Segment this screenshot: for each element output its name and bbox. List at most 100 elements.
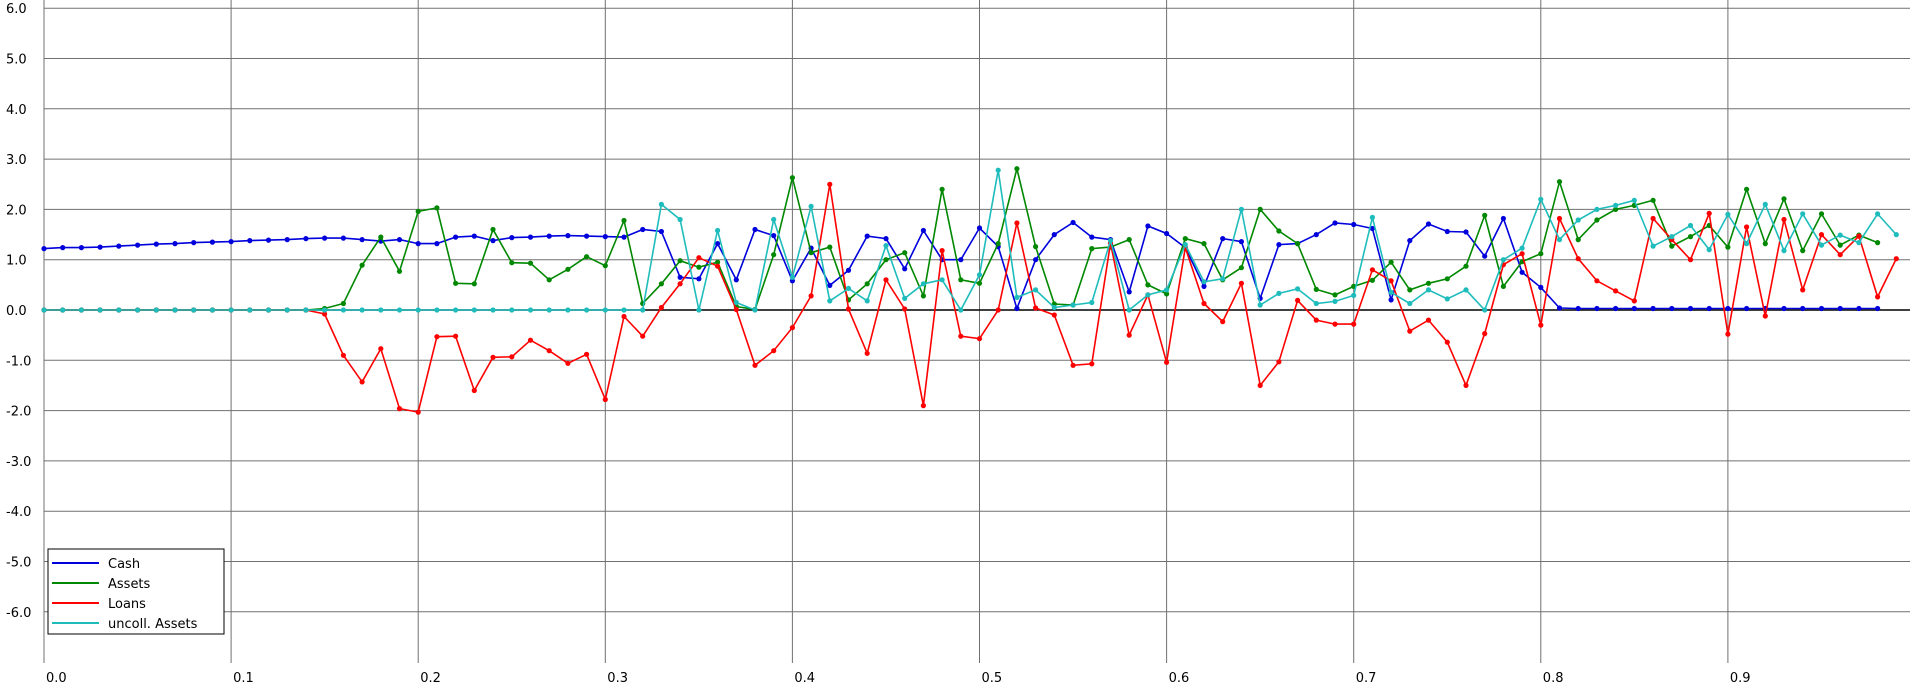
data-point-loans bbox=[1238, 280, 1244, 286]
data-point-cash bbox=[752, 226, 758, 233]
legend-label: Cash bbox=[108, 557, 140, 572]
data-point-loans bbox=[1014, 220, 1020, 226]
x-tick-label: 0.8 bbox=[1543, 671, 1564, 686]
data-point-uncoll-assets bbox=[1332, 298, 1338, 304]
data-point-loans bbox=[1126, 332, 1132, 338]
data-point-uncoll-assets bbox=[1033, 287, 1039, 293]
x-tick-label: 0.9 bbox=[1730, 671, 1751, 686]
data-point-assets bbox=[1837, 242, 1843, 248]
data-point-cash bbox=[172, 241, 178, 247]
data-point-uncoll-assets bbox=[1070, 302, 1076, 308]
data-point-cash bbox=[1631, 305, 1637, 312]
data-point-cash bbox=[284, 237, 290, 243]
data-point-loans bbox=[396, 406, 403, 412]
data-point-loans bbox=[453, 333, 459, 339]
grid bbox=[43, 0, 1910, 663]
x-tick-label: 0.7 bbox=[1356, 671, 1377, 686]
data-point-assets bbox=[1725, 244, 1731, 250]
plot-area bbox=[44, 0, 1910, 663]
data-point-uncoll-assets bbox=[1706, 247, 1712, 253]
data-point-loans bbox=[902, 306, 908, 312]
data-point-cash bbox=[1220, 236, 1226, 242]
data-point-uncoll-assets bbox=[209, 307, 215, 313]
data-point-assets bbox=[958, 277, 964, 283]
data-point-uncoll-assets bbox=[228, 307, 234, 313]
data-point-assets bbox=[902, 250, 908, 256]
data-point-loans bbox=[509, 354, 515, 360]
data-point-uncoll-assets bbox=[490, 307, 496, 313]
data-point-loans bbox=[1463, 382, 1469, 388]
data-point-assets bbox=[696, 264, 702, 270]
data-point-assets bbox=[1538, 251, 1544, 257]
data-point-loans bbox=[1369, 267, 1375, 273]
data-point-uncoll-assets bbox=[1631, 197, 1637, 203]
data-point-cash bbox=[1369, 225, 1375, 232]
data-point-assets bbox=[434, 205, 440, 211]
data-point-assets bbox=[1669, 243, 1675, 249]
y-tick-label: -6.0 bbox=[6, 606, 31, 621]
data-point-assets bbox=[1201, 241, 1207, 247]
y-axis: 6.0 5.0 4.0 3.0 2.0 1.0 0.0 -1.0 -2.0 -3.0 -4.0 -5.… bbox=[6, 2, 31, 621]
data-point-uncoll-assets bbox=[247, 307, 253, 313]
data-point-loans bbox=[845, 306, 852, 312]
data-point-uncoll-assets bbox=[1837, 232, 1843, 238]
data-point-cash bbox=[976, 225, 983, 231]
data-point-assets bbox=[1613, 206, 1619, 212]
data-point-cash bbox=[1856, 305, 1862, 312]
data-point-assets bbox=[1762, 241, 1768, 247]
data-point-cash bbox=[265, 237, 272, 243]
data-point-uncoll-assets bbox=[658, 201, 665, 207]
y-tick-label: 6.0 bbox=[6, 2, 27, 17]
data-point-assets bbox=[1594, 217, 1600, 223]
data-point-uncoll-assets bbox=[415, 307, 421, 313]
data-point-loans bbox=[1051, 312, 1057, 318]
data-point-uncoll-assets bbox=[1818, 242, 1825, 248]
data-point-cash bbox=[1164, 230, 1170, 237]
data-point-uncoll-assets bbox=[1089, 299, 1095, 306]
data-point-assets bbox=[1744, 186, 1750, 192]
data-point-uncoll-assets bbox=[976, 272, 983, 278]
data-point-uncoll-assets bbox=[1145, 292, 1151, 298]
data-point-cash bbox=[1687, 305, 1694, 312]
data-point-assets bbox=[1257, 206, 1263, 212]
data-point-uncoll-assets bbox=[1388, 289, 1394, 295]
data-point-loans bbox=[359, 379, 365, 385]
data-point-cash bbox=[1482, 253, 1488, 259]
data-point-assets bbox=[1145, 282, 1151, 288]
data-point-cash bbox=[1051, 232, 1057, 238]
data-point-cash bbox=[191, 240, 197, 246]
series-line-uncoll-assets bbox=[44, 170, 1897, 312]
data-point-loans bbox=[1631, 298, 1637, 304]
data-point-loans bbox=[1089, 361, 1095, 367]
data-point-loans bbox=[527, 337, 534, 343]
data-point-uncoll-assets bbox=[527, 307, 534, 313]
data-point-assets bbox=[1033, 244, 1039, 250]
data-point-uncoll-assets bbox=[471, 307, 477, 313]
data-point-uncoll-assets bbox=[1425, 287, 1432, 293]
data-point-loans bbox=[415, 409, 421, 415]
data-point-loans bbox=[1875, 294, 1881, 300]
data-point-uncoll-assets bbox=[1519, 245, 1525, 251]
data-point-loans bbox=[1893, 256, 1899, 262]
y-tick-label: 2.0 bbox=[6, 203, 27, 218]
data-point-cash bbox=[920, 227, 927, 234]
data-point-loans bbox=[1332, 321, 1338, 327]
data-point-loans bbox=[565, 360, 571, 366]
y-tick-label: 4.0 bbox=[6, 103, 27, 118]
data-point-uncoll-assets bbox=[845, 285, 852, 291]
data-point-assets bbox=[340, 300, 346, 307]
data-point-uncoll-assets bbox=[1107, 238, 1114, 244]
data-point-uncoll-assets bbox=[153, 307, 159, 313]
data-point-uncoll-assets bbox=[1856, 240, 1862, 246]
data-point-cash bbox=[902, 266, 908, 272]
data-point-assets bbox=[1089, 246, 1095, 252]
data-point-uncoll-assets bbox=[1238, 206, 1244, 212]
data-point-loans bbox=[752, 362, 758, 368]
data-point-loans bbox=[584, 351, 590, 357]
data-point-loans bbox=[1575, 256, 1581, 262]
data-point-cash bbox=[228, 239, 234, 245]
data-point-loans bbox=[827, 181, 833, 187]
data-point-uncoll-assets bbox=[97, 307, 103, 313]
data-point-uncoll-assets bbox=[771, 216, 777, 223]
data-point-assets bbox=[976, 280, 983, 286]
